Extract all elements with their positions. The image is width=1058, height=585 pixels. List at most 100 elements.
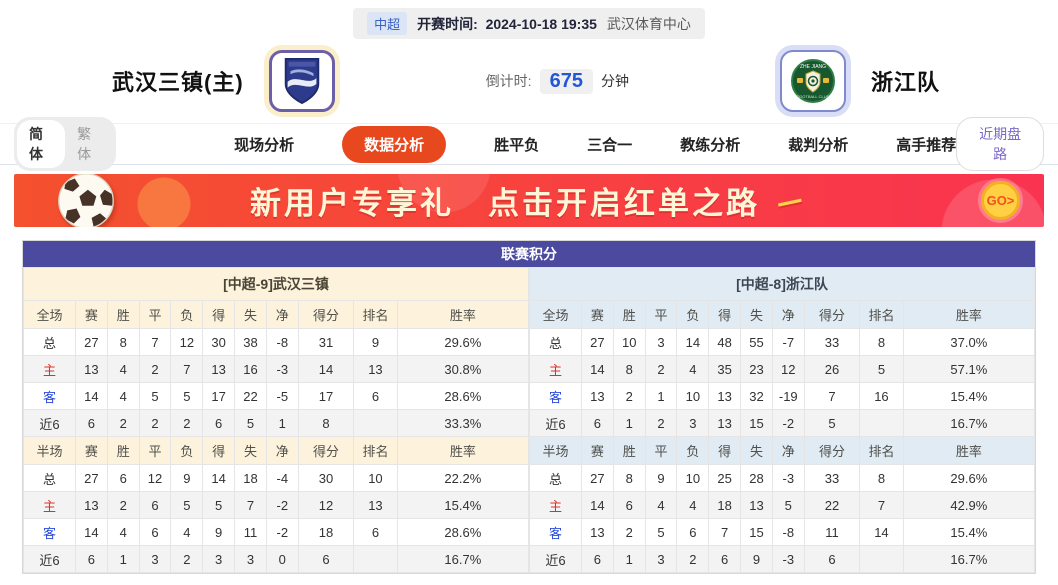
stat-cell: 8 bbox=[106, 328, 140, 356]
column-header: 胜 bbox=[612, 436, 646, 465]
column-header: 胜 bbox=[106, 436, 140, 465]
stat-cell: 57.1% bbox=[902, 355, 1036, 383]
stat-cell: 15.4% bbox=[902, 382, 1036, 410]
row-label: 总 bbox=[23, 328, 76, 356]
league-points-table: 联赛积分 [中超-9]武汉三镇 全场赛胜平负得失净得分 排名 胜率总 27 8 7 12 30 3… bbox=[22, 240, 1036, 574]
tab-data-analysis[interactable]: 数据分析 bbox=[342, 125, 447, 163]
stat-cell: 18 bbox=[234, 464, 267, 492]
stat-cell: 6 bbox=[708, 545, 742, 573]
away-stats-table: [中超-8]浙江队 全场赛胜平负得失净得分 排名 胜率总 27 10 3 14 48 55 -7 33… bbox=[529, 267, 1036, 573]
kickoff-value: 2024-10-18 19:35 bbox=[485, 15, 597, 32]
stat-cell: 16.7% bbox=[396, 545, 530, 573]
stat-cell: 25 bbox=[708, 464, 742, 492]
away-team: ZHE JIANG FOOTBALL CLUB 浙江队 bbox=[774, 45, 940, 117]
stat-cell: 5 bbox=[170, 382, 204, 410]
away-team-name: 浙江队 bbox=[870, 70, 940, 95]
tab-referee-analysis[interactable]: 裁判分析 bbox=[788, 136, 849, 154]
column-header: 平 bbox=[644, 436, 678, 465]
stat-cell: 28 bbox=[740, 464, 773, 492]
stat-cell: 5 bbox=[771, 491, 805, 519]
stat-cell: 16.7% bbox=[902, 545, 1036, 573]
table-row: 客 14 4 6 4 9 11 -2 18 6 28.6% bbox=[23, 518, 530, 546]
stat-cell: 27 bbox=[75, 464, 108, 492]
row-label: 近6 bbox=[529, 409, 582, 437]
stat-cell: 6 bbox=[612, 491, 646, 519]
stat-cell: 8 bbox=[612, 464, 646, 492]
stat-cell: 3 bbox=[644, 328, 678, 356]
table-row: 客 13 2 5 6 7 15 -8 11 14 15.4% bbox=[529, 518, 1036, 546]
column-header: 胜率 bbox=[902, 436, 1036, 465]
table-halves: [中超-9]武汉三镇 全场赛胜平负得失净得分 排名 胜率总 27 8 7 12 30 38 -8 31… bbox=[23, 267, 1036, 573]
stat-cell: 18 bbox=[708, 491, 742, 519]
table-row: 总 27 10 3 14 48 55 -7 33 8 37.0% bbox=[529, 328, 1036, 356]
away-team-logo: ZHE JIANG FOOTBALL CLUB bbox=[774, 45, 851, 117]
column-header-row: 全场赛胜平负得失净得分 排名 胜率 bbox=[23, 300, 530, 329]
stat-cell: 14 bbox=[859, 518, 904, 546]
tab-coach-analysis[interactable]: 教练分析 bbox=[680, 136, 741, 154]
column-header: 半场 bbox=[23, 436, 76, 465]
stat-cell: 33 bbox=[803, 464, 861, 492]
stat-cell: 37.0% bbox=[902, 328, 1036, 356]
row-label: 总 bbox=[529, 328, 582, 356]
stat-cell: 6 bbox=[75, 545, 108, 573]
stat-cell: 6 bbox=[75, 409, 108, 437]
row-label: 客 bbox=[529, 382, 582, 410]
stat-cell: 29.6% bbox=[396, 328, 530, 356]
stat-cell: 13 bbox=[581, 518, 614, 546]
banner-text: 新用户专享礼 点击开启红单之路 － bbox=[14, 178, 1044, 224]
stat-cell: 7 bbox=[803, 382, 861, 410]
recent-trends-button[interactable]: 近期盘路 bbox=[956, 117, 1044, 171]
stat-cell: 10 bbox=[353, 464, 398, 492]
language-toggle[interactable]: 简体 繁体 bbox=[14, 117, 117, 171]
column-header: 胜率 bbox=[396, 436, 530, 465]
stat-cell: 15 bbox=[740, 518, 773, 546]
table-row: 主 14 6 4 4 18 13 5 22 7 42.9% bbox=[529, 491, 1036, 519]
stat-cell: 2 bbox=[106, 491, 140, 519]
stat-cell: 3 bbox=[644, 545, 678, 573]
stat-cell: 38 bbox=[234, 328, 267, 356]
svg-text:ZHE JIANG: ZHE JIANG bbox=[800, 64, 826, 70]
countdown: 倒计时: 675 分钟 bbox=[340, 68, 775, 94]
lang-simplified[interactable]: 简体 bbox=[17, 120, 66, 168]
row-label: 主 bbox=[529, 491, 582, 519]
home-team: 武汉三镇(主) bbox=[112, 45, 340, 117]
stat-cell: 55 bbox=[740, 328, 773, 356]
tab-three-in-one[interactable]: 三合一 bbox=[587, 136, 633, 154]
nav-bar: 简体 繁体 现场分析 数据分析 胜平负 三合一 教练分析 裁判分析 高手推荐 近… bbox=[0, 117, 1058, 171]
stat-cell: 9 bbox=[353, 328, 398, 356]
row-label: 客 bbox=[23, 382, 76, 410]
column-header: 赛 bbox=[581, 436, 614, 465]
stat-cell bbox=[859, 409, 904, 437]
stat-cell: 16 bbox=[234, 355, 267, 383]
tab-expert-picks[interactable]: 高手推荐 bbox=[896, 136, 957, 154]
stat-cell: 1 bbox=[612, 545, 646, 573]
row-label: 近6 bbox=[23, 409, 76, 437]
column-header: 得 bbox=[202, 436, 236, 465]
stat-cell: 8 bbox=[612, 355, 646, 383]
stat-cell: 10 bbox=[676, 464, 710, 492]
soccer-ball-icon bbox=[56, 174, 116, 227]
stat-cell: 14 bbox=[202, 464, 236, 492]
column-header: 得分 bbox=[803, 300, 861, 329]
column-header: 全场 bbox=[529, 300, 582, 329]
stat-cell: 30.8% bbox=[396, 355, 530, 383]
stat-cell: 9 bbox=[170, 464, 204, 492]
tab-win-draw-lose[interactable]: 胜平负 bbox=[494, 136, 540, 154]
column-header: 赛 bbox=[581, 300, 614, 329]
stat-cell: 2 bbox=[170, 545, 204, 573]
stat-cell: 5 bbox=[138, 382, 172, 410]
stat-cell: 6 bbox=[353, 382, 398, 410]
stat-cell: 8 bbox=[297, 409, 355, 437]
stat-cell: 5 bbox=[202, 491, 236, 519]
stat-cell: 14 bbox=[297, 355, 355, 383]
countdown-label: 倒计时: bbox=[485, 73, 532, 89]
column-header: 得 bbox=[708, 300, 742, 329]
column-header-row: 全场赛胜平负得失净得分 排名 胜率 bbox=[529, 300, 1036, 329]
stat-cell: 42.9% bbox=[902, 491, 1036, 519]
promo-banner[interactable]: 新用户专享礼 点击开启红单之路 － GO> bbox=[14, 174, 1044, 227]
table-row: 总 27 8 7 12 30 38 -8 31 9 29.6% bbox=[23, 328, 530, 356]
tab-live-analysis[interactable]: 现场分析 bbox=[234, 136, 295, 154]
lang-traditional[interactable]: 繁体 bbox=[77, 126, 92, 162]
stat-cell: 14 bbox=[581, 491, 614, 519]
go-button[interactable]: GO> bbox=[981, 181, 1020, 220]
